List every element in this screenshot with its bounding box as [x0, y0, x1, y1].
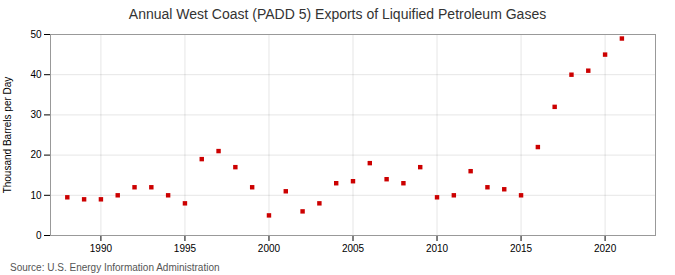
svg-text:2000: 2000	[258, 243, 281, 254]
svg-text:30: 30	[30, 109, 42, 120]
svg-text:10: 10	[30, 190, 42, 201]
html-text:Annual West Coast (PADD 5) Exp: Annual West Coast (PADD 5) Exports of Li…	[128, 6, 547, 22]
svg-text:20: 20	[30, 149, 42, 160]
svg-text:2005: 2005	[342, 243, 365, 254]
svg-text:Thousand Barrels per Day: Thousand Barrels per Day	[2, 77, 13, 194]
svg-text:1995: 1995	[174, 243, 197, 254]
svg-text:1990: 1990	[90, 243, 113, 254]
svg-text:0: 0	[36, 230, 42, 241]
svg-text:50: 50	[30, 29, 42, 40]
html-text:Source: U.S. Energy Informatio: Source: U.S. Energy Information Administ…	[10, 262, 220, 273]
svg-text:40: 40	[30, 69, 42, 80]
svg-text:2020: 2020	[594, 243, 617, 254]
svg-text:2015: 2015	[510, 243, 533, 254]
svg-text:2010: 2010	[426, 243, 449, 254]
